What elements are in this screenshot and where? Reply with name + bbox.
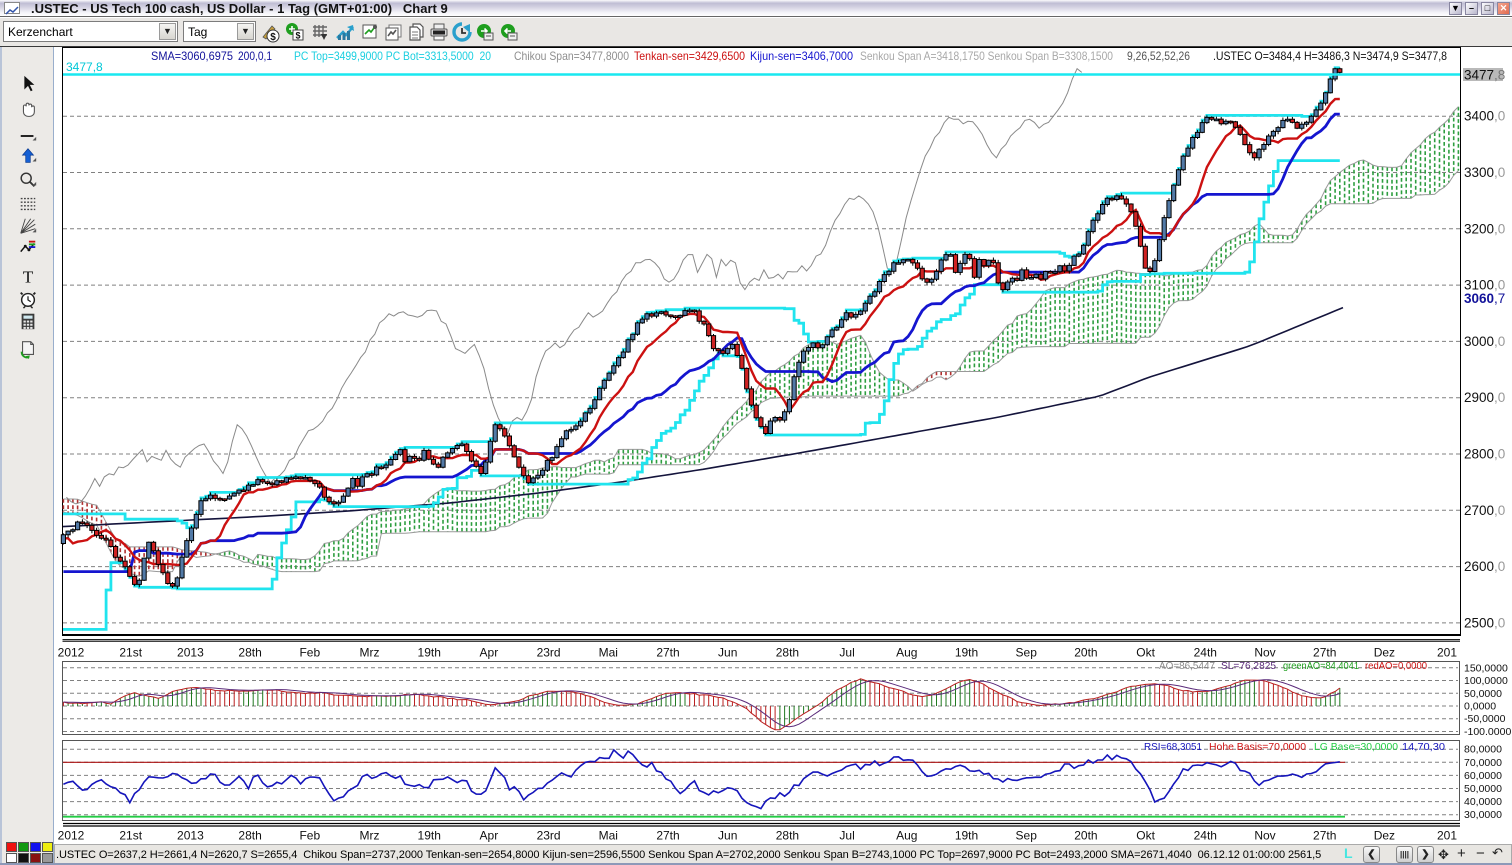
svg-text:2800,0: 2800,0: [1464, 447, 1505, 462]
svg-text:Hohe Basis=70,0000: Hohe Basis=70,0000: [1209, 741, 1306, 753]
svg-text:3200,0: 3200,0: [1464, 221, 1505, 236]
svg-text:LG Base=30,0000: LG Base=30,0000: [1314, 741, 1398, 753]
svg-text:$: $: [270, 32, 276, 43]
svg-text:23rd: 23rd: [537, 646, 561, 660]
svg-text:9,26,52,52,26: 9,26,52,52,26: [1127, 49, 1190, 63]
svg-text:-100.0000: -100.0000: [1464, 726, 1511, 738]
svg-text:SMA=3060,6975: SMA=3060,6975: [151, 49, 233, 63]
svg-text:27th: 27th: [656, 829, 679, 843]
svg-text:21st: 21st: [119, 829, 142, 843]
svg-text:2012: 2012: [58, 829, 85, 843]
svg-text:2013: 2013: [177, 646, 204, 660]
svg-text:2700,0: 2700,0: [1464, 503, 1505, 518]
svg-text:150,0000: 150,0000: [1464, 662, 1508, 674]
svg-text:Aug: Aug: [896, 829, 917, 843]
svg-text:Sep: Sep: [1016, 829, 1038, 843]
svg-text:3100,0: 3100,0: [1464, 278, 1505, 293]
svg-text:2012: 2012: [58, 646, 85, 660]
svg-text:-50,0000: -50,0000: [1464, 713, 1506, 725]
svg-text:23rd: 23rd: [537, 829, 561, 843]
svg-text:19th: 19th: [418, 829, 441, 843]
svg-text:28th: 28th: [238, 829, 261, 843]
svg-text:50,0000: 50,0000: [1464, 688, 1502, 700]
svg-text:80,0000: 80,0000: [1464, 744, 1502, 756]
svg-text:Jul: Jul: [839, 829, 854, 843]
svg-text:201: 201: [1437, 646, 1457, 660]
svg-text:Aug: Aug: [896, 646, 917, 660]
svg-text:Dez: Dez: [1374, 646, 1395, 660]
svg-text:Feb: Feb: [299, 829, 320, 843]
svg-text:27th: 27th: [1313, 829, 1336, 843]
svg-text:3060,7: 3060,7: [1464, 291, 1505, 306]
svg-text:Jun: Jun: [718, 646, 737, 660]
svg-text:Apr: Apr: [480, 829, 499, 843]
svg-text:0,0000: 0,0000: [1464, 701, 1496, 713]
svg-text:2600,0: 2600,0: [1464, 559, 1505, 574]
svg-text:Mai: Mai: [599, 829, 618, 843]
svg-text:Okt: Okt: [1136, 829, 1155, 843]
svg-text:PC Top=3499,9000 PC Bot=3313,5: PC Top=3499,9000 PC Bot=3313,5000 20: [294, 49, 491, 63]
svg-text:Sep: Sep: [1016, 646, 1038, 660]
svg-text:Chikou Span=3477,8000: Chikou Span=3477,8000: [514, 49, 629, 63]
svg-text:28th: 28th: [776, 646, 799, 660]
svg-text:T: T: [23, 267, 34, 286]
svg-text:Nov: Nov: [1254, 646, 1275, 660]
svg-text:3400,0: 3400,0: [1464, 109, 1505, 124]
svg-text:Tenkan-sen=3429,6500: Tenkan-sen=3429,6500: [634, 49, 745, 63]
svg-text:21st: 21st: [119, 646, 142, 660]
svg-text:3477,8: 3477,8: [66, 60, 103, 74]
svg-text:2013: 2013: [177, 829, 204, 843]
svg-text:SL=76,2825: SL=76,2825: [1221, 660, 1276, 672]
svg-text:60,0000: 60,0000: [1464, 770, 1502, 782]
svg-text:Nov: Nov: [1254, 829, 1275, 843]
svg-text:RSI=68,3051: RSI=68,3051: [1144, 741, 1202, 753]
svg-text:3477,8: 3477,8: [1464, 68, 1505, 83]
svg-text:20th: 20th: [1074, 829, 1097, 843]
svg-text:Feb: Feb: [299, 646, 320, 660]
svg-text:3300,0: 3300,0: [1464, 165, 1505, 180]
svg-text:19th: 19th: [418, 646, 441, 660]
svg-text:Mrz: Mrz: [360, 829, 380, 843]
svg-text:greenAO=84,4041: greenAO=84,4041: [1283, 660, 1359, 672]
svg-text:AO=86,5447: AO=86,5447: [1159, 660, 1215, 672]
svg-text:.USTEC O=3484,4 H=3486,3 N=347: .USTEC O=3484,4 H=3486,3 N=3474,9 S=3477…: [1213, 49, 1447, 63]
svg-text:19th: 19th: [955, 829, 978, 843]
svg-text:19th: 19th: [955, 646, 978, 660]
svg-text:70,0000: 70,0000: [1464, 757, 1502, 769]
svg-text:Jun: Jun: [718, 829, 737, 843]
svg-text:27th: 27th: [656, 646, 679, 660]
svg-text:Dez: Dez: [1374, 829, 1395, 843]
svg-text:24th: 24th: [1194, 829, 1217, 843]
svg-text:2500,0: 2500,0: [1464, 615, 1505, 630]
svg-text:Jul: Jul: [839, 646, 854, 660]
svg-text:201: 201: [1437, 829, 1457, 843]
svg-text:50,0000: 50,0000: [1464, 783, 1502, 795]
svg-text:Kijun-sen=3406,7000: Kijun-sen=3406,7000: [750, 49, 853, 63]
svg-text:30,0000: 30,0000: [1464, 809, 1502, 821]
svg-text:100,0000: 100,0000: [1464, 675, 1508, 687]
svg-text:Okt: Okt: [1136, 646, 1155, 660]
svg-text:24th: 24th: [1194, 646, 1217, 660]
svg-text:27th: 27th: [1313, 646, 1336, 660]
svg-text:2900,0: 2900,0: [1464, 390, 1505, 405]
svg-text:28th: 28th: [776, 829, 799, 843]
svg-text:Senkou Span A=3418,1750 Senkou: Senkou Span A=3418,1750 Senkou Span B=33…: [860, 49, 1113, 63]
svg-text:40,0000: 40,0000: [1464, 796, 1502, 808]
svg-text:14,70,30: 14,70,30: [1402, 741, 1445, 753]
svg-text:28th: 28th: [238, 646, 261, 660]
svg-text:200,0,1: 200,0,1: [238, 49, 272, 63]
svg-text:Apr: Apr: [480, 646, 499, 660]
svg-text:Mrz: Mrz: [360, 646, 380, 660]
svg-text:Mai: Mai: [599, 646, 618, 660]
svg-text:3000,0: 3000,0: [1464, 334, 1505, 349]
svg-text:redAO=0,0000: redAO=0,0000: [1365, 660, 1427, 672]
svg-text:20th: 20th: [1074, 646, 1097, 660]
svg-text:$: $: [295, 31, 300, 41]
